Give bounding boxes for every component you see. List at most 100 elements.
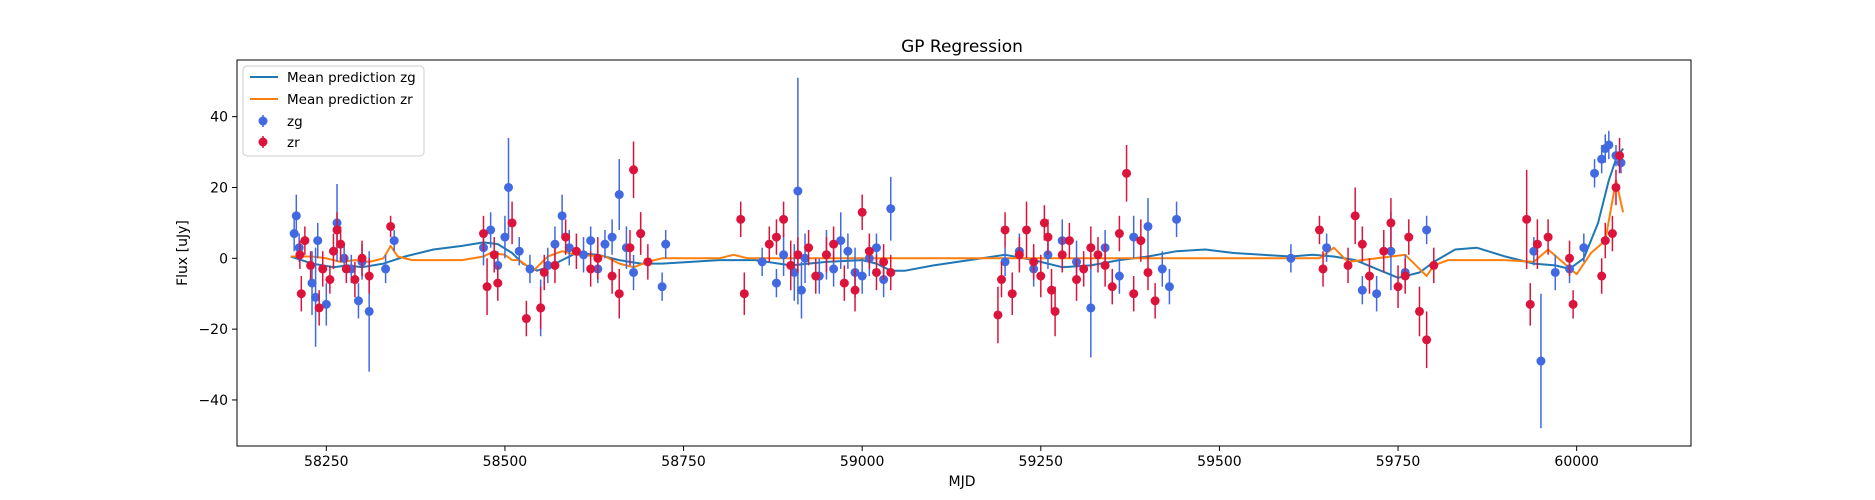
data-points xyxy=(289,77,1626,429)
zr-point xyxy=(1379,246,1389,256)
zr-point xyxy=(1114,229,1124,239)
zr-point xyxy=(771,232,781,242)
zg-point xyxy=(321,299,331,309)
zr-point xyxy=(489,250,499,260)
zg-point xyxy=(311,292,321,302)
zr-point xyxy=(1039,218,1049,228)
zr-point xyxy=(300,236,310,246)
zr-point xyxy=(482,282,492,292)
zr-point xyxy=(793,250,803,260)
legend-swatch-zr xyxy=(258,136,268,148)
legend-label-zg: zg xyxy=(287,114,303,130)
zr-point xyxy=(314,303,324,313)
zg-point xyxy=(1000,257,1010,267)
zg-point xyxy=(779,250,789,260)
zg-point xyxy=(364,306,374,316)
zg-point xyxy=(1550,267,1560,277)
zg-point xyxy=(1386,246,1396,256)
zr-point xyxy=(804,243,814,253)
zr-point xyxy=(1122,168,1132,178)
zg-point xyxy=(579,250,589,260)
zg-point xyxy=(1590,168,1600,178)
x-tick-label: 59000 xyxy=(840,454,885,470)
zr-point xyxy=(1007,289,1017,299)
zr-point xyxy=(318,264,328,274)
zr-point xyxy=(643,257,653,267)
zr-point xyxy=(1029,257,1039,267)
chart-title: GP Regression xyxy=(901,37,1023,57)
zr-point xyxy=(536,303,546,313)
zr-point xyxy=(779,214,789,224)
zr-point xyxy=(1386,218,1396,228)
zr-point xyxy=(1129,289,1139,299)
zg-point xyxy=(1422,225,1432,235)
zr-point xyxy=(493,278,503,288)
zr-point xyxy=(1314,225,1324,235)
zr-point xyxy=(1525,299,1535,309)
y-tick-label: 20 xyxy=(210,180,228,196)
zr-point xyxy=(341,264,351,274)
zr-point xyxy=(1522,214,1532,224)
zg-point xyxy=(289,229,299,239)
zr-point xyxy=(857,207,867,217)
x-tick-label: 58750 xyxy=(661,454,706,470)
y-tick-label: −40 xyxy=(198,393,228,409)
zg-point xyxy=(657,282,667,292)
zr-point xyxy=(993,310,1003,320)
zr-point xyxy=(1414,306,1424,316)
zg-point xyxy=(313,236,323,246)
legend-label-mean-zr: Mean prediction zr xyxy=(287,92,413,108)
zr-point xyxy=(1100,260,1110,270)
zr-point xyxy=(1022,225,1032,235)
zg-point xyxy=(307,278,317,288)
zg-point xyxy=(857,271,867,281)
zg-point xyxy=(381,264,391,274)
zr-point xyxy=(479,229,489,239)
zr-point xyxy=(1429,260,1439,270)
zg-point xyxy=(500,232,510,242)
zr-point xyxy=(1393,282,1403,292)
zg-point xyxy=(564,243,574,253)
zr-point xyxy=(1350,211,1360,221)
zg-point xyxy=(504,182,514,192)
plot-frame xyxy=(236,59,1692,447)
zr-point xyxy=(357,253,367,263)
zr-point xyxy=(1611,182,1621,192)
zg-point xyxy=(1616,158,1626,168)
zr-point xyxy=(607,271,617,281)
zr-point xyxy=(739,289,749,299)
zg-point xyxy=(836,236,846,246)
zg-point xyxy=(843,246,853,256)
zg-point xyxy=(614,190,624,200)
zg-point xyxy=(793,186,803,196)
zr-point xyxy=(764,239,774,249)
zr-point xyxy=(1043,232,1053,242)
zr-point xyxy=(1607,229,1617,239)
series-zr xyxy=(295,137,1625,369)
zr-point xyxy=(593,253,603,263)
zr-point xyxy=(386,221,396,231)
zr-point xyxy=(1050,306,1060,316)
legend-box xyxy=(242,65,425,157)
zr-point xyxy=(1568,299,1578,309)
zg-point xyxy=(1579,243,1589,253)
zg-point xyxy=(771,278,781,288)
zr-point xyxy=(629,165,639,175)
zr-point xyxy=(1343,260,1353,270)
legend-label-zr: zr xyxy=(287,135,300,151)
zr-point xyxy=(364,271,374,281)
zr-point xyxy=(507,218,517,228)
zg-point xyxy=(486,225,496,235)
legend-swatch-zg xyxy=(258,115,268,127)
zg-point xyxy=(1322,243,1332,253)
zr-point xyxy=(1615,151,1625,161)
zg-point xyxy=(1529,246,1539,256)
zr-point xyxy=(1150,296,1160,306)
x-tick-label: 59750 xyxy=(1376,454,1421,470)
zr-point xyxy=(636,229,646,239)
zr-point xyxy=(521,314,531,324)
zr-point xyxy=(1136,236,1146,246)
zg-point xyxy=(629,267,639,277)
zr-point xyxy=(1357,239,1367,249)
